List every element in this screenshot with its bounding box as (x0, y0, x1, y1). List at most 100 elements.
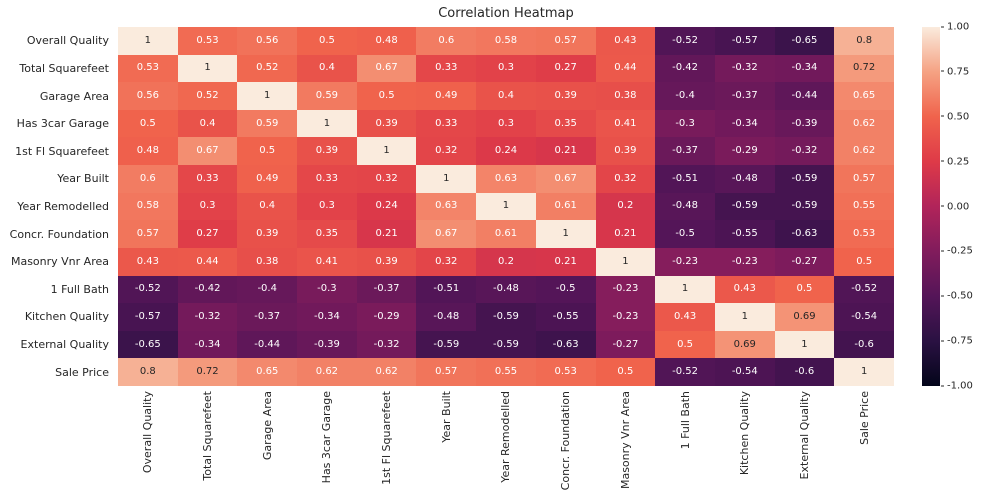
cell-value: -0.34 (791, 62, 818, 74)
heatmap-cell: -0.65 (774, 27, 835, 55)
cell-value: 0.43 (614, 34, 637, 46)
cell-value: 0.4 (318, 62, 335, 74)
heatmap-cell: 0.32 (595, 165, 656, 193)
cell-value: -0.55 (731, 228, 758, 240)
heatmap-cell: 0.2 (476, 247, 536, 276)
colorbar-tick-label: -1.00 (941, 381, 973, 392)
cell-value: 0.43 (673, 310, 697, 322)
heatmap-cell: 0.5 (237, 137, 298, 166)
heatmap-cell: 0.62 (356, 358, 417, 386)
cell-value: 0.2 (498, 255, 514, 267)
cell-value: -0.59 (731, 200, 758, 212)
cell-value: 1 (741, 310, 748, 322)
x-tick-cell: Masonry Vnr Area (596, 391, 656, 495)
heatmap-cell: -0.42 (177, 275, 238, 304)
cell-value: 0.55 (853, 200, 876, 212)
y-tick-label: 1st Fl Squarefeet (15, 144, 109, 158)
heatmap-cell: 0.53 (834, 220, 894, 248)
heatmap-cell: 0.61 (535, 192, 596, 221)
y-tick-label: 1 Full Bath (50, 282, 109, 296)
x-tick-cell: 1st Fl Squarefeet (357, 391, 417, 495)
cell-value: 0.6 (139, 172, 156, 184)
cell-value: 0.59 (315, 90, 339, 102)
cell-value: -0.32 (791, 145, 818, 157)
heatmap-grid: 1 0.53 0.56 0.5 0.48 0.6 0.58 0.57 0.43 -0.52 -0.5… (118, 27, 894, 386)
x-tick-label: Kitchen Quality (738, 391, 752, 476)
heatmap-cell: -0.23 (595, 275, 656, 304)
heatmap-cell: 1 (177, 54, 238, 83)
cell-value: 0.72 (196, 366, 219, 378)
cell-value: 0.56 (136, 90, 159, 102)
heatmap-cell: 0.57 (535, 27, 596, 55)
cell-value: -0.6 (854, 338, 874, 350)
heatmap-cell: 1 (714, 303, 775, 331)
heatmap-cell: -0.59 (774, 165, 835, 193)
cell-value: -0.48 (672, 200, 698, 212)
heatmap-cell: -0.55 (714, 220, 775, 248)
cell-value: 1 (264, 90, 271, 102)
cell-value: 0.39 (614, 145, 637, 157)
cell-value: 0.4 (259, 200, 276, 212)
cell-value: 0.61 (494, 228, 518, 240)
cell-value: -0.32 (731, 62, 758, 74)
cell-value: -0.52 (672, 366, 698, 378)
heatmap-cell: -0.37 (237, 303, 298, 331)
x-tick-label: Garage Area (260, 391, 274, 461)
heatmap-cell: 0.63 (416, 192, 477, 221)
heatmap-cell: 0.32 (416, 247, 477, 276)
heatmap-cell: 0.53 (535, 358, 596, 386)
colorbar-tick-labels: 1.00 0.75 0.50 0.25 0.00 -0.25 -0.50 -0.75 -1.00 (941, 22, 999, 392)
heatmap-cell: 0.43 (655, 303, 715, 331)
cell-value: -0.54 (731, 366, 758, 378)
heatmap-cell: -0.59 (476, 303, 536, 331)
heatmap-cell: -0.4 (655, 82, 715, 110)
x-tick-cell: Garage Area (237, 391, 297, 495)
cell-value: 0.48 (136, 145, 159, 157)
x-tick-cell: Year Built (416, 391, 476, 495)
heatmap-cell: 0.3 (177, 192, 238, 221)
cell-value: -0.44 (254, 338, 281, 350)
heatmap-cell: -0.51 (416, 275, 477, 304)
cell-value: -0.23 (672, 255, 698, 267)
y-tick-label: External Quality (20, 338, 109, 351)
cell-value: -0.59 (493, 338, 519, 350)
heatmap-cell: -0.48 (416, 303, 477, 331)
cell-value: 0.43 (733, 283, 756, 295)
cell-value: 0.27 (196, 228, 219, 240)
cell-value: -0.52 (134, 283, 161, 295)
cell-value: 0.32 (375, 172, 398, 184)
heatmap-cell: 0.35 (535, 109, 596, 138)
heatmap-cell: 0.39 (535, 82, 596, 110)
heatmap-cell: 0.67 (535, 165, 596, 193)
cell-value: 0.53 (853, 228, 876, 240)
heatmap-cell: -0.42 (655, 54, 715, 83)
heatmap-cell: -0.34 (297, 303, 357, 331)
cell-value: -0.3 (317, 283, 337, 295)
cell-value: 0.48 (375, 34, 398, 46)
y-tick-label: Overall Quality (26, 34, 109, 48)
cell-value: -0.5 (555, 283, 576, 295)
heatmap-cell: -0.59 (476, 330, 536, 359)
heatmap-cell: 0.21 (535, 247, 596, 276)
cell-value: -0.32 (373, 338, 400, 350)
cell-value: 0.65 (853, 90, 876, 102)
heatmap-cell: 0.67 (356, 54, 417, 83)
cell-value: 1 (502, 200, 510, 212)
cell-value: 0.69 (733, 338, 756, 350)
x-tick-label: Total Squarefeet (201, 391, 215, 481)
cell-value: 0.5 (378, 90, 395, 102)
cell-value: 0.56 (256, 34, 279, 46)
heatmap-cell: 0.56 (118, 82, 178, 110)
heatmap-cell: 0.57 (416, 358, 477, 386)
cell-value: 1 (622, 255, 629, 267)
cell-value: -0.42 (672, 62, 698, 74)
cell-value: 0.32 (435, 255, 458, 267)
heatmap-cell: -0.23 (714, 247, 775, 276)
cell-value: -0.52 (672, 34, 698, 46)
heatmap-cell: 0.21 (595, 220, 656, 248)
heatmap-cell: 0.5 (118, 109, 178, 138)
heatmap-cell: 0.5 (297, 27, 357, 55)
heatmap-cell: 0.59 (237, 109, 298, 138)
x-tick-cell: Kitchen Quality (715, 391, 775, 495)
heatmap-cell: 0.39 (297, 137, 357, 166)
